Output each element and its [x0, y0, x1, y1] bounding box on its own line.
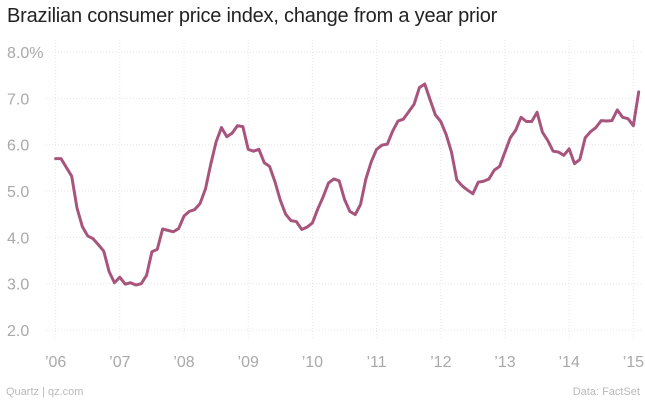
x-tick-label: ’15	[623, 354, 644, 371]
x-tick-label: ’07	[109, 354, 130, 371]
y-tick-label: 4.0	[7, 230, 29, 247]
y-axis-tick-labels: 2.0 3.0 4.0 5.0 6.0 7.0 8.0%	[7, 45, 43, 340]
y-tick-label: 8.0%	[7, 45, 43, 62]
y-tick-label: 6.0	[7, 138, 29, 155]
y-tick-label: 3.0	[7, 277, 29, 294]
x-tick-label: ’10	[302, 354, 323, 371]
x-tick-label: ’11	[367, 354, 387, 371]
y-tick-label: 5.0	[7, 184, 29, 201]
chart-title: Brazilian consumer price index, change f…	[7, 5, 498, 27]
x-tick-label: ’13	[494, 354, 515, 371]
series-group	[54, 82, 641, 287]
x-tick-label: ’06	[45, 354, 66, 371]
x-tick-label: ’12	[430, 354, 451, 371]
x-tick-label: ’09	[238, 354, 259, 371]
y-tick-label: 2.0	[7, 323, 29, 340]
x-tick-label: ’14	[558, 354, 579, 371]
series-line	[54, 82, 641, 287]
y-tick-label: 7.0	[7, 91, 29, 108]
x-axis-tick-labels: ’06 ’07 ’08 ’09 ’10 ’11 ’12 ’13 ’14 ’15	[45, 354, 644, 371]
source-credit: Quartz | qz.com	[6, 386, 84, 398]
data-source: Data: FactSet	[572, 386, 640, 398]
gridlines	[46, 40, 643, 340]
x-tick-label: ’08	[173, 354, 194, 371]
